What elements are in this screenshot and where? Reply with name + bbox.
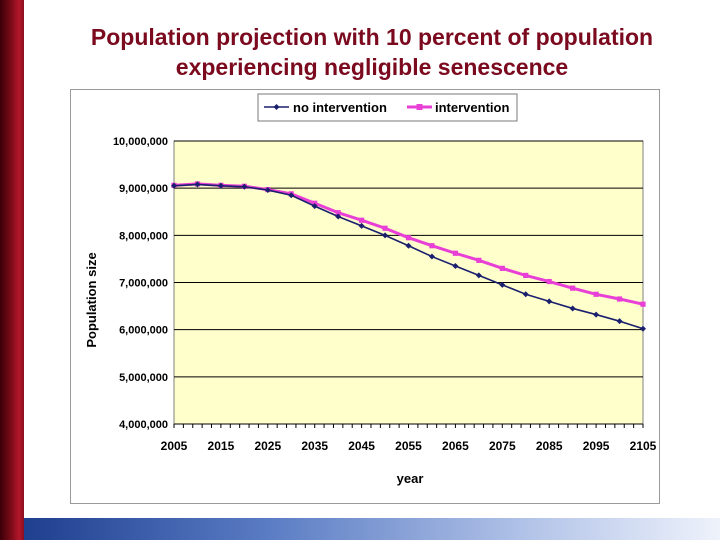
data-point-no-intervention xyxy=(569,305,576,312)
x-tick-label: 2105 xyxy=(630,439,657,453)
x-tick-label: 2005 xyxy=(161,439,188,453)
series-layer xyxy=(171,181,646,332)
slide-title-line-2: experiencing negligible senescence xyxy=(175,54,569,80)
data-point-no-intervention xyxy=(640,325,646,332)
y-tick-label: 5,000,000 xyxy=(119,372,168,384)
data-point-intervention xyxy=(429,243,435,249)
x-tick-label: 2025 xyxy=(254,439,281,453)
data-point-no-intervention xyxy=(428,253,435,260)
y-tick-label: 6,000,000 xyxy=(119,325,168,337)
x-tick-label: 2015 xyxy=(208,439,235,453)
grid-lines xyxy=(173,140,644,428)
data-point-no-intervention xyxy=(288,192,295,199)
x-tick-label: 2035 xyxy=(301,439,328,453)
data-point-no-intervention xyxy=(171,182,177,189)
legend-marker-intervention xyxy=(416,104,423,110)
data-point-intervention xyxy=(593,291,599,297)
data-point-intervention xyxy=(405,235,412,241)
data-point-no-intervention xyxy=(194,181,201,188)
data-point-no-intervention xyxy=(217,182,224,189)
legend-label-intervention: intervention xyxy=(435,100,509,115)
x-axis-label: year xyxy=(397,471,424,486)
data-point-intervention xyxy=(499,265,505,271)
data-point-no-intervention xyxy=(593,311,600,318)
data-point-no-intervention xyxy=(264,187,271,194)
data-point-intervention xyxy=(335,210,341,216)
data-point-intervention xyxy=(570,285,576,291)
data-point-intervention xyxy=(616,296,623,302)
data-point-no-intervention xyxy=(311,203,318,210)
x-tick-label: 2045 xyxy=(348,439,375,453)
data-point-intervention xyxy=(546,278,552,285)
data-point-no-intervention xyxy=(616,318,623,325)
data-point-no-intervention xyxy=(358,222,365,229)
legend-label-no-intervention: no intervention xyxy=(293,100,387,115)
data-point-intervention xyxy=(640,301,646,307)
y-tick-label: 7,000,000 xyxy=(119,278,168,290)
data-point-no-intervention xyxy=(241,183,248,190)
data-point-no-intervention xyxy=(546,298,553,305)
x-tick-label: 2065 xyxy=(442,439,469,453)
x-tick-label: 2055 xyxy=(395,439,422,453)
data-point-intervention xyxy=(359,217,365,223)
data-point-no-intervention xyxy=(452,262,459,269)
x-tick-label: 2095 xyxy=(583,439,610,453)
chart-frame: 4,000,000 5,000,000 6,000,000 7,000,000 8,00… xyxy=(70,89,660,504)
data-point-intervention xyxy=(452,250,458,256)
legend-marker-no-intervention xyxy=(273,104,280,110)
left-decorative-bar xyxy=(0,0,24,540)
data-point-no-intervention xyxy=(335,213,342,220)
legend-box xyxy=(257,93,518,122)
y-tick-label: 8,000,000 xyxy=(119,230,168,242)
y-tick-label: 4,000,000 xyxy=(119,419,168,431)
line-chart: 4,000,000 5,000,000 6,000,000 7,000,000 8,00… xyxy=(84,93,657,486)
y-tick-label: 10,000,000 xyxy=(113,136,168,148)
x-tick-label: 2075 xyxy=(489,439,516,453)
data-point-no-intervention xyxy=(499,281,506,288)
data-point-intervention xyxy=(523,272,529,279)
data-point-intervention xyxy=(476,257,482,263)
x-tick-label: 2085 xyxy=(536,439,563,453)
y-tick-label: 9,000,000 xyxy=(119,183,168,195)
data-point-no-intervention xyxy=(382,232,389,239)
data-point-no-intervention xyxy=(475,272,482,279)
y-axis-tick-labels: 4,000,000 5,000,000 6,000,000 7,000,000 8,00… xyxy=(113,136,168,431)
data-point-no-intervention xyxy=(522,291,529,298)
x-axis-tick-labels: 2005 2015 2025 2035 2045 2055 2065 2075 2085 2095… xyxy=(161,439,657,453)
y-axis-label: Population size xyxy=(84,252,99,347)
slide-title-line-1: Population projection with 10 percent of… xyxy=(90,24,654,50)
slide-title: Population projection with 10 percent of… xyxy=(24,22,720,82)
legend: no intervention intervention xyxy=(257,93,518,122)
bottom-decorative-bar xyxy=(24,518,720,540)
data-point-no-intervention xyxy=(405,242,412,249)
data-point-intervention xyxy=(382,225,388,231)
